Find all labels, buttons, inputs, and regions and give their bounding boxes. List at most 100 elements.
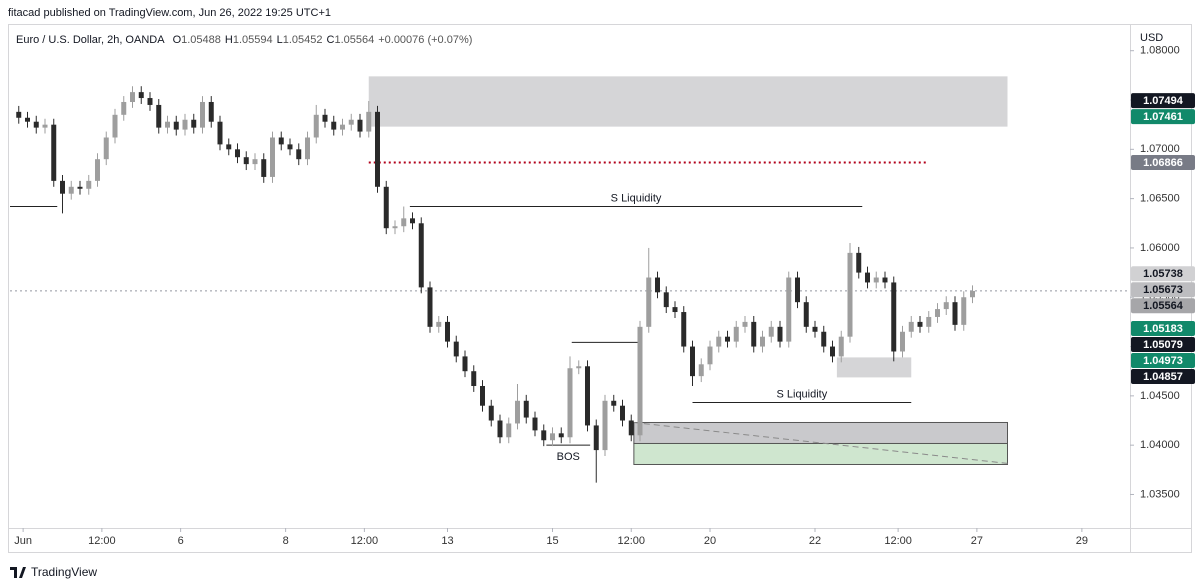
zone	[633, 442, 1008, 465]
candle-body	[480, 385, 485, 406]
candle-body	[16, 111, 22, 118]
price-tag-label: 1.05738	[1143, 268, 1183, 280]
price-tag	[1131, 337, 1195, 353]
zone	[368, 76, 1008, 127]
candle-body	[252, 159, 258, 165]
candle-body	[917, 321, 923, 327]
y-tick-label: 1.03500	[1140, 488, 1180, 500]
candle-body	[628, 420, 634, 436]
candle-body	[585, 366, 590, 426]
candle-body	[226, 144, 232, 150]
candle-body	[795, 277, 800, 303]
candle-body	[191, 119, 197, 128]
x-tick-label: 6	[178, 535, 184, 547]
publish-info: fitacad published on TradingView.com, Ju…	[8, 7, 331, 19]
candle-body	[445, 321, 450, 342]
candle-body	[235, 149, 240, 158]
ohlc-key: H	[225, 34, 233, 46]
candle-body	[882, 277, 888, 283]
candle-body	[270, 137, 275, 177]
candle-body	[856, 252, 862, 273]
trend-line	[633, 421, 1008, 464]
candle-body	[243, 157, 249, 165]
brand-logo	[10, 567, 26, 578]
candle-body	[103, 137, 109, 160]
drawing-label: S Liquidity	[776, 388, 827, 400]
candle-body	[777, 326, 783, 342]
candle-body	[541, 430, 547, 441]
y-tick-label: 1.06000	[1140, 242, 1180, 254]
candle-body	[278, 137, 284, 145]
price-tag	[1131, 369, 1195, 385]
candle-body	[558, 433, 564, 438]
candle-body	[42, 124, 48, 128]
candle-body	[733, 326, 739, 342]
ohlc-key: O	[173, 34, 182, 46]
candle-body	[488, 405, 494, 421]
candle-body	[952, 302, 958, 325]
candle-body	[261, 159, 267, 177]
candle-body	[698, 364, 704, 377]
zone	[633, 421, 1008, 444]
candle-body	[121, 101, 127, 115]
candle-body	[812, 326, 818, 332]
candle-body	[392, 226, 398, 229]
candle-body	[138, 92, 144, 99]
candle-body	[760, 336, 765, 347]
price-tag	[1131, 321, 1195, 337]
ohlc-value: 1.05452	[283, 34, 323, 46]
y-tick-label: 1.04500	[1140, 390, 1180, 402]
price-tag	[1131, 109, 1195, 125]
candle-body	[51, 124, 57, 181]
price-tag	[1131, 266, 1195, 282]
ohlc-value: 1.05594	[233, 34, 273, 46]
candle-body	[768, 326, 774, 337]
ohlc-key: L	[277, 34, 283, 46]
candle-body	[305, 137, 310, 160]
price-tag-label: 1.05564	[1143, 300, 1184, 312]
candle-body	[742, 321, 748, 327]
candle-body	[217, 121, 223, 145]
x-tick-label: 15	[546, 535, 558, 547]
candle-body	[838, 336, 844, 357]
candle-body	[970, 290, 975, 298]
price-tag-label: 1.04973	[1143, 355, 1183, 367]
candle-body	[900, 331, 905, 352]
ohlc-value: 1.05488	[181, 34, 221, 46]
candle-body	[165, 121, 170, 128]
candle-body	[891, 282, 897, 352]
candle-body	[611, 400, 617, 406]
candle-body	[961, 297, 967, 325]
candle-body	[156, 104, 162, 128]
x-tick-label: 27	[971, 535, 983, 547]
price-unit: USD	[1140, 32, 1163, 44]
drawing-label: S Liquidity	[611, 192, 662, 204]
candle-body	[95, 159, 100, 181]
candle-body	[200, 101, 205, 128]
x-tick-label: 12:00	[88, 535, 116, 547]
price-tag-label: 1.07461	[1143, 111, 1183, 123]
candle-body	[821, 331, 827, 347]
candle-body	[681, 312, 687, 347]
price-tag	[1131, 353, 1195, 369]
price-tag	[1131, 282, 1195, 298]
candle-body	[173, 121, 179, 130]
candle-body	[497, 420, 503, 438]
price-tag-label: 1.06866	[1143, 157, 1183, 169]
brand-name: TradingView	[31, 565, 97, 579]
candle-body	[287, 144, 293, 150]
candle-body	[313, 114, 319, 138]
candle-body	[366, 111, 372, 132]
candle-body	[532, 417, 538, 431]
candle-body	[401, 218, 407, 227]
candle-body	[506, 423, 512, 438]
price-tag-label: 1.07494	[1143, 95, 1184, 107]
price-tag-label: 1.05673	[1143, 284, 1183, 296]
candle-body	[935, 309, 940, 317]
candle-body	[86, 180, 92, 189]
y-tick-label: 1.06500	[1140, 193, 1180, 205]
symbol: Euro / U.S. Dollar, 2h, OANDA	[16, 34, 165, 46]
candle-body	[462, 356, 468, 372]
candle-body	[182, 119, 188, 130]
